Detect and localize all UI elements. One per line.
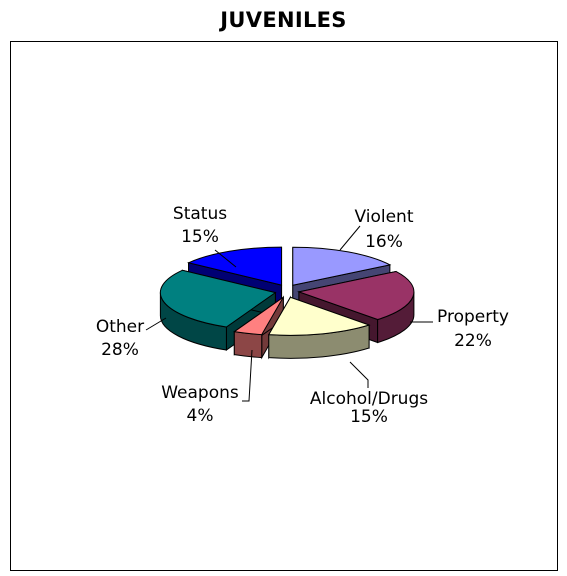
slice-label-status: Status bbox=[173, 204, 227, 224]
pie-slice-top-property bbox=[297, 270, 415, 321]
slice-label-weapons: Weapons bbox=[161, 383, 239, 403]
pie-slice-side-weapons-0 bbox=[233, 331, 263, 359]
leader-line-alcohol-drugs bbox=[349, 361, 369, 388]
pie-slice-top-other bbox=[159, 269, 277, 328]
slice-value-other: 28% bbox=[101, 340, 139, 360]
slice-value-alcohol-drugs: 15% bbox=[350, 407, 388, 427]
leader-line-weapons bbox=[242, 349, 253, 402]
slice-label-alcohol-drugs: Alcohol/Drugs bbox=[310, 389, 428, 409]
leader-line-other bbox=[145, 317, 167, 331]
slice-label-violent: Violent bbox=[354, 207, 413, 227]
pie-slice-top-weapons bbox=[233, 296, 284, 336]
slice-label-other: Other bbox=[96, 317, 144, 337]
leader-line-violent bbox=[339, 225, 361, 251]
pie-slice-top-alcohol-drugs bbox=[267, 296, 371, 336]
slice-value-violent: 16% bbox=[365, 232, 403, 252]
pie-slice-top-violent bbox=[292, 246, 392, 286]
leader-line-status bbox=[214, 249, 237, 268]
slice-value-status: 15% bbox=[181, 227, 219, 247]
slice-label-property: Property bbox=[437, 307, 509, 327]
slice-value-property: 22% bbox=[454, 331, 492, 351]
pie-slice-alcohol-drugs bbox=[267, 295, 371, 360]
chart-title: JUVENILES bbox=[220, 8, 347, 32]
slice-value-weapons: 4% bbox=[187, 406, 214, 426]
plot-area-frame bbox=[10, 41, 558, 571]
